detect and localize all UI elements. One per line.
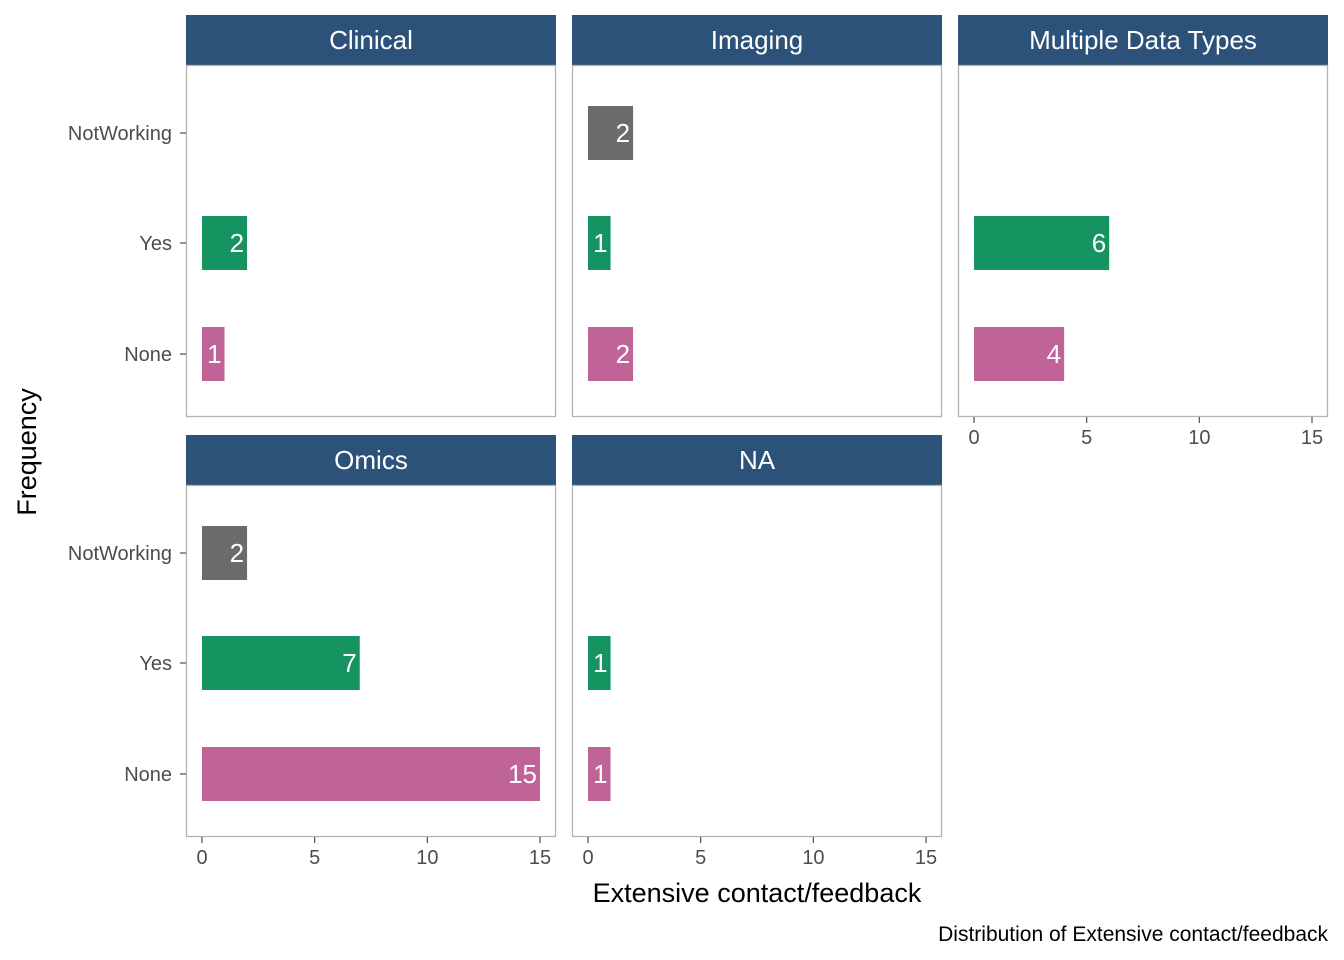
panel-clinical: Clinical 2 1 NotWorking Yes None bbox=[68, 15, 557, 418]
bar-label-omics-notworking: 2 bbox=[230, 538, 244, 568]
strip-na bbox=[572, 435, 942, 485]
x-tick-label-na-15: 15 bbox=[915, 847, 937, 869]
bar-label-clinical-none: 1 bbox=[207, 339, 221, 369]
strip-clinical bbox=[186, 15, 556, 65]
bar-label-clinical-yes: 2 bbox=[230, 228, 244, 258]
bar-label-na-yes: 1 bbox=[593, 648, 607, 678]
panel-border-clinical bbox=[185, 64, 557, 418]
strip-label-imaging: Imaging bbox=[711, 25, 804, 55]
x-axis-title: Extensive contact/feedback bbox=[593, 878, 922, 908]
y-tick-label-clinical-yes: Yes bbox=[139, 233, 172, 255]
bar-label-imaging-none: 2 bbox=[616, 339, 630, 369]
bar-clinical-none bbox=[202, 327, 225, 381]
bar-label-omics-none: 15 bbox=[508, 759, 537, 789]
y-tick-label-omics-none: None bbox=[124, 764, 172, 786]
panel-multiple-data-types: Multiple Data Types 6 4 0 5 10 15 bbox=[957, 15, 1329, 449]
bar-na-none bbox=[588, 747, 611, 801]
panel-imaging: Imaging 2 1 2 bbox=[571, 15, 943, 418]
y-axis-title: Frequency bbox=[12, 388, 42, 516]
x-tick-label-multiple-data-types-10: 10 bbox=[1188, 427, 1210, 449]
bar-label-na-none: 1 bbox=[593, 759, 607, 789]
y-tick-label-clinical-none: None bbox=[124, 344, 172, 366]
strip-multiple-data-types bbox=[958, 15, 1328, 65]
panel-border-na bbox=[571, 484, 943, 838]
x-tick-label-omics-15: 15 bbox=[529, 847, 551, 869]
panel-border-imaging bbox=[571, 64, 943, 418]
bar-multiple-data-types-yes bbox=[974, 216, 1110, 270]
x-tick-label-na-0: 0 bbox=[582, 847, 593, 869]
bar-omics-yes bbox=[202, 636, 360, 690]
y-tick-label-omics-notworking: NotWorking bbox=[68, 543, 172, 565]
bar-imaging-notworking bbox=[588, 106, 634, 160]
bar-label-imaging-notworking: 2 bbox=[616, 118, 630, 148]
x-tick-label-na-5: 5 bbox=[695, 847, 706, 869]
chart-caption: Distribution of Extensive contact/feedba… bbox=[938, 923, 1328, 946]
panel-omics: Omics 2 7 15 NotWorking Yes None 0 5 10 15 bbox=[68, 435, 557, 869]
bar-label-multiple-data-types-none: 4 bbox=[1047, 339, 1061, 369]
strip-imaging bbox=[572, 15, 942, 65]
x-tick-label-na-10: 10 bbox=[802, 847, 824, 869]
panel-border-omics bbox=[185, 484, 557, 838]
x-tick-label-multiple-data-types-15: 15 bbox=[1301, 427, 1323, 449]
bar-multiple-data-types-none bbox=[974, 327, 1065, 381]
strip-label-multiple-data-types: Multiple Data Types bbox=[1029, 25, 1257, 55]
bar-imaging-yes bbox=[588, 216, 611, 270]
bar-omics-notworking bbox=[202, 526, 248, 580]
bar-na-yes bbox=[588, 636, 611, 690]
strip-label-clinical: Clinical bbox=[329, 25, 413, 55]
bar-clinical-yes bbox=[202, 216, 248, 270]
y-tick-label-omics-yes: Yes bbox=[139, 653, 172, 675]
panel-border-multiple-data-types bbox=[957, 64, 1329, 418]
strip-label-omics: Omics bbox=[334, 445, 408, 475]
strip-label-na: NA bbox=[739, 445, 776, 475]
y-tick-label-clinical-notworking: NotWorking bbox=[68, 123, 172, 145]
x-tick-label-omics-10: 10 bbox=[416, 847, 438, 869]
strip-omics bbox=[186, 435, 556, 485]
bar-omics-none bbox=[202, 747, 540, 801]
x-tick-label-omics-0: 0 bbox=[196, 847, 207, 869]
x-tick-label-omics-5: 5 bbox=[309, 847, 320, 869]
bar-label-imaging-yes: 1 bbox=[593, 228, 607, 258]
bar-imaging-none bbox=[588, 327, 634, 381]
panels-layer: Clinical 2 1 NotWorking Yes None Imaging 2 1 2 Mul… bbox=[68, 15, 1329, 869]
bar-label-omics-yes: 7 bbox=[342, 648, 356, 678]
x-tick-label-multiple-data-types-5: 5 bbox=[1081, 427, 1092, 449]
bar-label-multiple-data-types-yes: 6 bbox=[1092, 228, 1106, 258]
x-tick-label-multiple-data-types-0: 0 bbox=[968, 427, 979, 449]
